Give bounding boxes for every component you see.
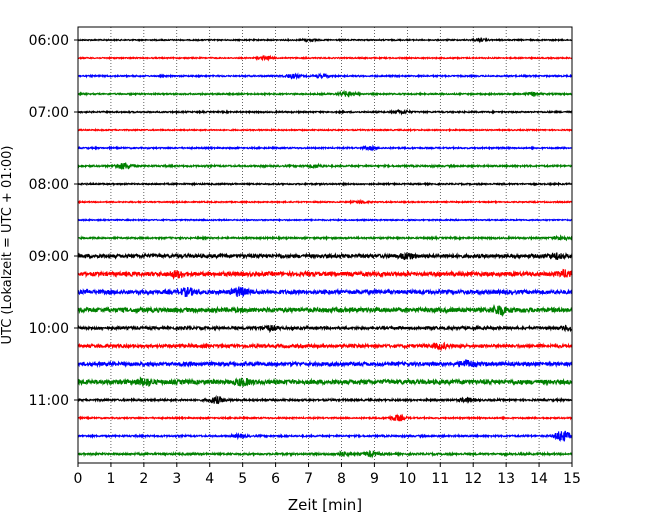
x-tick-label: 5 [238,471,247,487]
grid-lines [110,27,540,463]
trace-line [77,324,573,334]
x-tick-label: 12 [464,471,482,487]
trace-line [77,303,573,318]
y-tick-label: 09:00 [29,249,69,265]
y-axis-label: UTC (Lokalzeit = UTC + 01:00) [0,146,15,345]
x-tick-label: 14 [530,471,548,487]
trace-line [77,449,573,459]
plot-frame [77,26,573,464]
x-tick-label: 10 [398,471,416,487]
trace-line [77,162,573,170]
x-tick-label: 7 [304,471,313,487]
x-tick-label: 0 [74,471,83,487]
x-tick-label: 11 [431,471,449,487]
trace-line [77,394,573,405]
trace-line [77,144,573,152]
trace-line [77,376,573,387]
x-axis-ticks: 0 1 2 3 4 5 6 7 8 9 10 11 12 13 14 15 [74,463,581,487]
x-tick-label: 2 [139,471,148,487]
trace-line [77,430,573,442]
trace-line [77,36,572,44]
x-axis-label: Zeit [min] [288,496,362,514]
trace-line [77,198,573,206]
trace-line [77,341,573,352]
x-tick-label: 1 [106,471,115,487]
x-tick-label: 4 [205,471,214,487]
trace-line [77,251,573,261]
trace-line [77,217,573,223]
trace-line [77,268,573,281]
trace-line [77,54,573,62]
y-tick-label: 07:00 [29,105,69,121]
trace-line [77,72,573,81]
y-axis-ticks: 06:00 07:00 08:00 09:00 10:00 11:00 [29,33,78,409]
trace-line [77,181,573,187]
seismic-traces [77,36,573,459]
trace-line [77,359,573,369]
trace-line [77,286,573,298]
trace-line [77,127,573,133]
x-tick-label: 6 [271,471,280,487]
x-tick-label: 9 [370,471,379,487]
trace-line [77,413,573,422]
y-tick-label: 11:00 [29,393,69,409]
x-tick-label: 8 [337,471,346,487]
trace-line [77,108,573,116]
trace-line [77,89,573,98]
y-tick-label: 10:00 [29,321,69,337]
x-tick-label: 3 [172,471,181,487]
x-tick-label: 13 [497,471,515,487]
y-tick-label: 08:00 [29,177,69,193]
y-tick-label: 06:00 [29,33,69,49]
x-tick-label: 15 [563,471,581,487]
trace-line [77,234,573,242]
